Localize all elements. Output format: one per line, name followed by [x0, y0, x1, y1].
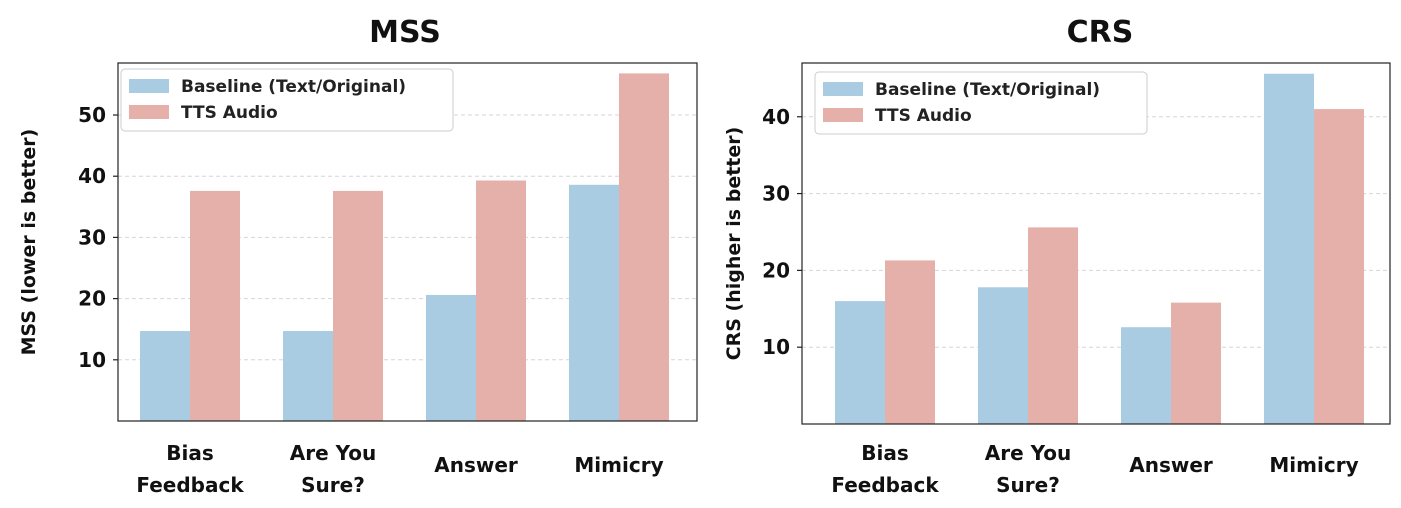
chart0-bar-tts-2: [476, 180, 526, 421]
chart1-bar-baseline-1: [978, 287, 1028, 424]
chart1-frame: [801, 62, 1391, 425]
chart0-category-label-2: Answer: [434, 453, 518, 477]
chart1-legend-label-0: Baseline (Text/Original): [875, 80, 1100, 100]
chart0-ylabel: MSS (lower is better): [18, 129, 40, 356]
chart1-category-label-3: Mimicry: [1269, 453, 1358, 477]
chart1-legend-swatch-0: [823, 82, 863, 96]
chart1-legend-label-1: TTS Audio: [875, 106, 972, 126]
chart1-ytick-label-20: 20: [762, 258, 790, 282]
chart1-legend-box: [814, 71, 1148, 135]
chart0-ytick-label-10: 10: [78, 348, 106, 372]
chart1-bar-baseline-3: [1264, 73, 1314, 425]
chart0-category-label-1: Are You Sure?: [290, 441, 377, 497]
chart0-legend: Baseline (Text/Original) TTS Audio: [120, 68, 454, 132]
chart0-ytick-label-40: 40: [78, 164, 106, 188]
chart1-bar-tts-2: [1171, 302, 1221, 424]
chart1-ytick-label-30: 30: [762, 182, 790, 206]
chart1-title: CRS: [1067, 15, 1134, 50]
chart1-bar-tts-1: [1028, 227, 1078, 424]
chart0-category-label-0: Bias Feedback: [136, 441, 244, 497]
chart1-legend-swatch-1: [823, 108, 863, 122]
chart1-panel: 10 20 30 40 Bias Feedback Are You Sure? Answer Mi…: [723, 15, 1391, 497]
chart0-bar-tts-1: [333, 190, 383, 421]
chart1-bar-tts-3: [1314, 109, 1364, 424]
chart1-bar-baseline-0: [835, 301, 885, 424]
chart0-legend-swatch-0: [129, 79, 169, 93]
chart0-bar-baseline-0: [140, 331, 190, 421]
chart0-bar-baseline-3: [569, 184, 619, 421]
chart0-legend-box: [120, 68, 454, 132]
chart0-bar-tts-3: [619, 73, 669, 422]
chart1-ylabel: CRS (higher is better): [723, 127, 745, 361]
chart1-bar-tts-0: [885, 260, 935, 424]
chart0-ytick-label-50: 50: [78, 103, 106, 127]
chart0-legend-label-0: Baseline (Text/Original): [181, 77, 406, 97]
chart0-frame: [117, 62, 698, 422]
chart0-title: MSS: [369, 15, 441, 50]
chart0-legend-label-1: TTS Audio: [181, 103, 278, 123]
chart1-category-label-2: Answer: [1129, 453, 1213, 477]
chart1-category-label-1: Are You Sure?: [985, 441, 1072, 497]
chart1-category-label-0: Bias Feedback: [831, 441, 939, 497]
chart0-legend-swatch-1: [129, 105, 169, 119]
chart0-bar-baseline-1: [283, 331, 333, 421]
chart0-panel: 10 20 30 40 50 Bias Feedback Are You Sure? Answer…: [18, 15, 698, 497]
chart1-ytick-label-10: 10: [762, 335, 790, 359]
chart1-ytick-label-40: 40: [762, 105, 790, 129]
chart1-legend: Baseline (Text/Original) TTS Audio: [814, 71, 1148, 135]
chart0-ytick-label-20: 20: [78, 287, 106, 311]
chart0-ytick-label-30: 30: [78, 225, 106, 249]
chart0-bar-baseline-2: [426, 294, 476, 421]
chart1-bar-baseline-2: [1121, 327, 1171, 424]
chart0-category-label-3: Mimicry: [574, 453, 663, 477]
chart0-bar-tts-0: [190, 190, 240, 421]
